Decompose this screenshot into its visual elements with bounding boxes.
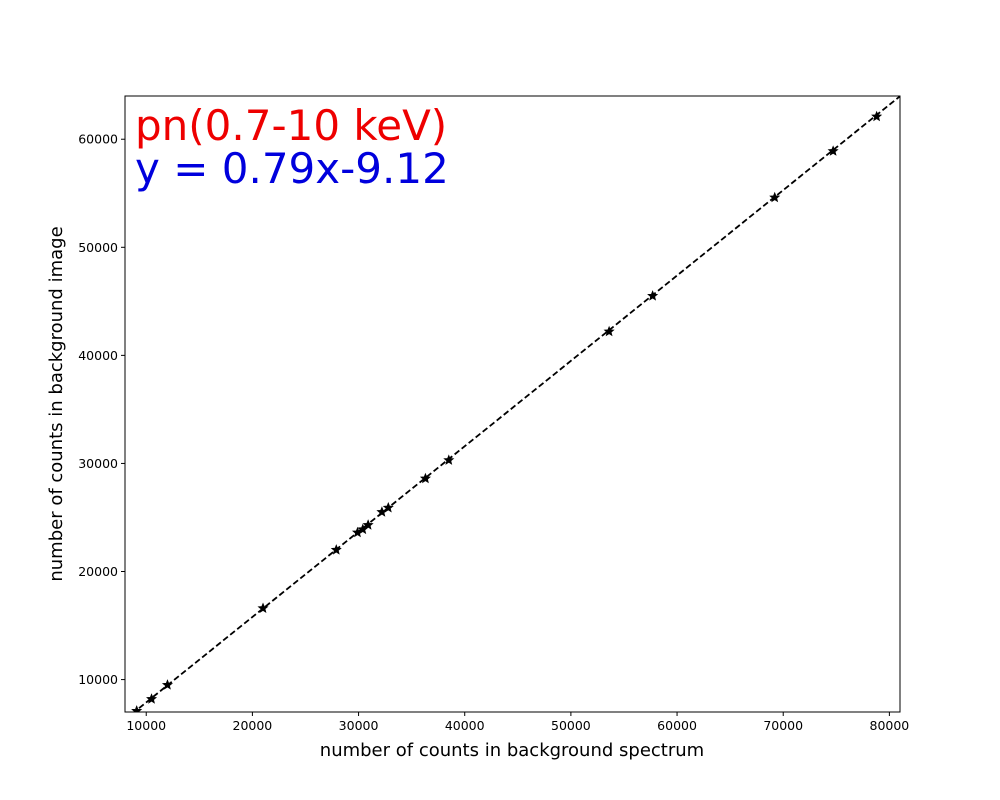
x-tick-label: 50000: [551, 718, 591, 733]
annotation-band-label: pn(0.7-10 keV): [135, 101, 447, 150]
data-point: [362, 519, 374, 530]
x-tick-label: 10000: [126, 718, 166, 733]
data-point: [131, 705, 143, 712]
y-tick-label: 50000: [78, 240, 118, 255]
y-axis: 10000 20000 30000 40000 50000 60000: [78, 132, 125, 687]
x-tick-label: 20000: [233, 718, 273, 733]
y-tick-label: 40000: [78, 348, 118, 363]
x-tick-label: 70000: [763, 718, 803, 733]
data-point: [871, 110, 883, 122]
data-point: [330, 544, 342, 555]
x-axis-label: number of counts in background spectrum: [320, 740, 704, 761]
data-point: [769, 191, 781, 203]
x-axis: 10000 20000 30000 40000 50000 60000 70000 80000: [126, 712, 909, 733]
data-point: [647, 290, 659, 301]
x-tick-label: 80000: [870, 718, 910, 733]
x-tick-label: 40000: [445, 718, 485, 733]
plot-area: [131, 96, 900, 712]
fit-line: [132, 96, 900, 712]
data-point: [382, 501, 394, 513]
data-point: [827, 145, 839, 156]
y-tick-label: 10000: [78, 672, 118, 687]
data-point: [419, 472, 431, 484]
y-tick-label: 20000: [78, 564, 118, 579]
data-point: [161, 679, 173, 690]
y-tick-label: 60000: [78, 132, 118, 147]
y-tick-label: 30000: [78, 456, 118, 471]
data-point: [146, 693, 158, 704]
data-point: [443, 454, 455, 465]
data-point: [257, 602, 269, 613]
x-tick-label: 30000: [339, 718, 379, 733]
annotation-fit-equation: y = 0.79x-9.12: [135, 144, 449, 193]
x-tick-label: 60000: [657, 718, 697, 733]
plot-frame: [124, 95, 901, 713]
y-axis-label: number of counts in background image: [46, 226, 67, 581]
data-point: [603, 325, 615, 337]
